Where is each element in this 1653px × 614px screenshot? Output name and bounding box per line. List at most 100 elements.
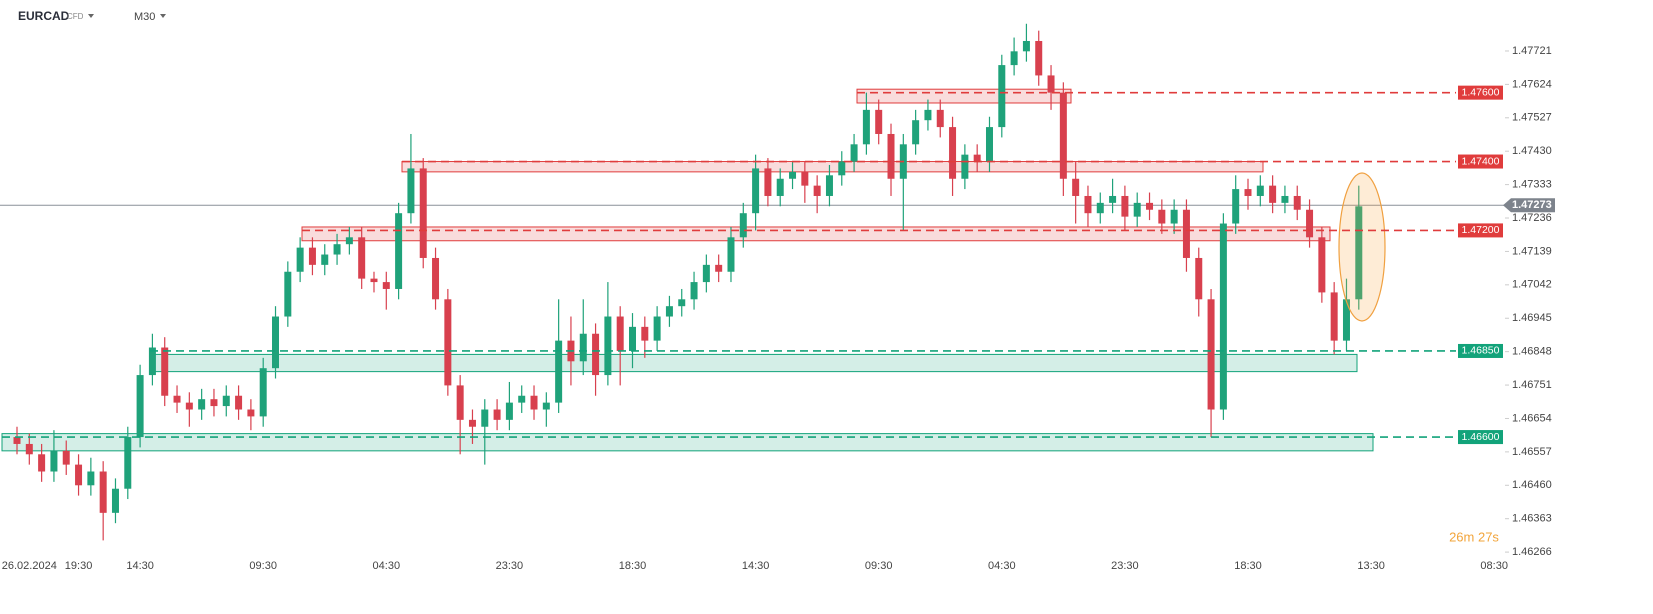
- candle-body: [961, 154, 969, 179]
- y-tick-label: 1.47624: [1512, 78, 1552, 90]
- candle-body: [1084, 195, 1092, 214]
- x-tick-label: 04:30: [373, 560, 401, 572]
- timeframe[interactable]: M30: [134, 11, 155, 23]
- candle-body: [850, 144, 858, 162]
- candle-body: [727, 237, 735, 272]
- candle-body: [284, 271, 292, 317]
- candle-body: [813, 185, 821, 196]
- y-tick-label: 1.47721: [1512, 45, 1552, 57]
- candle-body: [875, 109, 883, 134]
- candle-body: [825, 175, 833, 196]
- candle-body: [407, 168, 415, 214]
- timeframe-dropdown[interactable]: [160, 14, 166, 18]
- x-tick-label: 18:30: [619, 560, 647, 572]
- candle-body: [715, 264, 723, 272]
- candle-body: [1182, 209, 1190, 258]
- candle-body: [50, 450, 58, 472]
- level-label: 1.46850: [1462, 345, 1500, 357]
- candle-body: [198, 399, 206, 410]
- candle-body: [1293, 195, 1301, 210]
- y-tick-label: 1.47527: [1512, 112, 1552, 124]
- candle-body: [801, 171, 809, 186]
- candle-body: [1059, 92, 1067, 179]
- candle-body: [1195, 257, 1203, 300]
- candle-body: [111, 488, 119, 513]
- candle-body: [985, 127, 993, 162]
- candle-body: [333, 244, 341, 255]
- candle-body: [641, 326, 649, 341]
- candle-body: [838, 161, 846, 176]
- candle-body: [1170, 209, 1178, 224]
- candle-body: [702, 264, 710, 283]
- candle-body: [1219, 223, 1227, 410]
- level-label: 1.46600: [1462, 431, 1500, 443]
- x-tick-label: 23:30: [496, 560, 524, 572]
- level-label-box: [1458, 85, 1503, 100]
- x-tick-label: 09:30: [865, 560, 893, 572]
- level-zone: [149, 353, 1358, 373]
- level-label-box: [1458, 343, 1503, 358]
- candle-body: [776, 178, 784, 196]
- last-price-tag: [1503, 198, 1555, 213]
- candle-body: [924, 109, 932, 121]
- candle-body: [370, 278, 378, 283]
- candle-body: [764, 168, 772, 196]
- candle-body: [308, 247, 316, 265]
- x-tick-label: 08:30: [1480, 560, 1508, 572]
- candle-body: [1010, 51, 1018, 66]
- level-zone: [401, 161, 1264, 173]
- candle-body: [1256, 185, 1264, 196]
- candle-body: [296, 247, 304, 272]
- y-tick-label: 1.46945: [1512, 312, 1552, 324]
- candle-body: [345, 237, 353, 245]
- x-tick-label: 13:30: [1357, 560, 1385, 572]
- candle-body: [789, 171, 797, 179]
- candle-body: [185, 402, 193, 410]
- candle-body: [604, 316, 612, 376]
- candle-body: [136, 375, 144, 438]
- candle-body: [99, 471, 107, 513]
- candle-body: [678, 299, 686, 307]
- candle-body: [75, 464, 83, 486]
- candle-body: [321, 254, 329, 265]
- level-zone: [1, 433, 1374, 452]
- y-tick-label: 1.46557: [1512, 446, 1552, 458]
- candle-body: [1355, 206, 1363, 300]
- candle-body: [1342, 299, 1350, 341]
- candle-body: [653, 316, 661, 341]
- candle-body: [161, 347, 169, 396]
- y-tick-label: 1.47333: [1512, 179, 1552, 191]
- symbol-dropdown[interactable]: [88, 14, 94, 18]
- candle-body: [173, 395, 181, 403]
- x-tick-label: 23:30: [1111, 560, 1139, 572]
- candle-body: [1035, 40, 1043, 76]
- candle-body: [616, 316, 624, 351]
- candle-body: [1306, 209, 1314, 238]
- y-tick-label: 1.46848: [1512, 346, 1552, 358]
- candle-body: [629, 326, 636, 351]
- y-tick-label: 1.46266: [1512, 546, 1552, 558]
- candle-body: [530, 395, 538, 410]
- x-tick-label: 09:30: [249, 560, 277, 572]
- y-tick-label: 1.47430: [1512, 145, 1552, 157]
- candle-body: [542, 402, 550, 410]
- candle-body: [1158, 209, 1166, 224]
- candle-body: [739, 213, 747, 238]
- candle-body: [1096, 202, 1104, 214]
- x-tick-label: 19:30: [65, 560, 93, 572]
- candle-body: [973, 154, 981, 162]
- candle-body: [1072, 178, 1080, 196]
- candle-body: [1146, 202, 1154, 210]
- candle-body: [592, 333, 600, 376]
- candle-body: [395, 213, 403, 289]
- candle-body: [887, 133, 895, 179]
- highlight-ellipse: [1338, 172, 1386, 322]
- candle-timer: 26m 27s: [1449, 529, 1499, 544]
- candle-body: [690, 282, 698, 300]
- symbol[interactable]: EURCAD: [18, 9, 70, 23]
- candle-body: [456, 385, 464, 420]
- level-label: 1.47200: [1462, 224, 1500, 236]
- candle-body: [1022, 40, 1030, 52]
